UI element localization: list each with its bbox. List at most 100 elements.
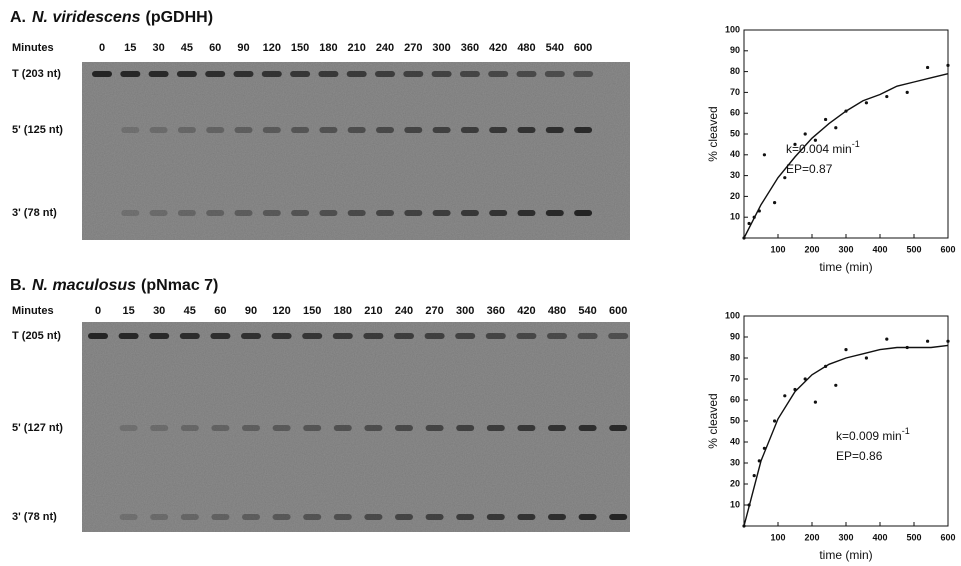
gel-band: [517, 210, 536, 216]
gel-band: [88, 333, 108, 339]
gel-band: [333, 514, 352, 520]
lane-label: 90: [245, 305, 257, 317]
x-tick-label: 300: [838, 244, 853, 254]
y-tick-label: 10: [730, 499, 740, 509]
data-point: [773, 201, 777, 205]
y-tick-label: 90: [730, 331, 740, 341]
species: N. viridescens: [32, 9, 141, 26]
gel-band: [291, 210, 310, 216]
lane-label: 120: [263, 42, 281, 54]
x-tick-label: 500: [906, 532, 921, 542]
gel-band: [211, 514, 230, 520]
plasmid: (pGDHH): [146, 9, 214, 26]
gel-band: [486, 425, 505, 431]
gel-band: [456, 425, 475, 431]
gel-band: [241, 333, 261, 339]
lane-label: 300: [456, 305, 474, 317]
gel-band: [516, 71, 537, 77]
gel-band: [431, 71, 452, 77]
lane-label: 150: [291, 42, 309, 54]
lane-label: 600: [574, 42, 592, 54]
lane-label: 210: [348, 42, 366, 54]
gel-band: [517, 127, 536, 133]
gel-band: [180, 425, 199, 431]
band-label: 5' (127 nt): [12, 422, 63, 434]
y-tick-label: 20: [730, 478, 740, 488]
y-tick-label: 40: [730, 149, 740, 159]
lane-label: 30: [153, 305, 165, 317]
gel-band: [548, 514, 566, 520]
lane-label: 150: [303, 305, 321, 317]
lane-label: 240: [395, 305, 413, 317]
gel-band: [121, 210, 140, 216]
gel-band: [211, 425, 230, 431]
x-tick-label: 100: [770, 532, 785, 542]
x-tick-label: 600: [940, 244, 955, 254]
annotation: k=0.009 min-1: [836, 426, 910, 443]
lane-label: 0: [95, 305, 101, 317]
gel-band: [206, 127, 225, 133]
lane-label: 300: [432, 42, 450, 54]
y-tick-label: 60: [730, 108, 740, 118]
panel-title: B. N. maculosus (pNmac 7): [10, 277, 218, 294]
data-point: [946, 63, 950, 67]
gel-band: [516, 333, 537, 339]
lane-label: 15: [124, 42, 136, 54]
gel-band: [376, 210, 394, 216]
gel-band: [456, 514, 475, 520]
gel-band: [177, 210, 196, 216]
x-tick-label: 100: [770, 244, 785, 254]
y-tick-label: 30: [730, 170, 740, 180]
panel-title: A. N. viridescens (pGDHH): [10, 9, 213, 26]
band-label: 5' (125 nt): [12, 124, 63, 136]
lane-label: 480: [548, 305, 566, 317]
data-point: [926, 65, 930, 70]
annotation-text: k=0.004 min: [786, 142, 852, 156]
y-tick-label: 70: [730, 373, 740, 383]
gel-band: [272, 425, 291, 431]
gel-band: [517, 514, 536, 520]
y-tick-label: 100: [725, 310, 740, 320]
gel-band: [574, 127, 593, 133]
y-tick-label: 80: [730, 66, 740, 76]
data-point: [885, 94, 889, 99]
gel-band: [262, 210, 281, 216]
fit-curve: [743, 344, 949, 527]
gel-band: [460, 127, 479, 133]
gel-band: [149, 127, 168, 133]
gel-band: [120, 71, 141, 77]
annotation-text: k=0.009 min: [836, 429, 902, 443]
annotation-text: EP=0.86: [836, 449, 883, 463]
lane-label: 30: [152, 42, 164, 54]
gel-band: [545, 210, 564, 216]
gel-band: [404, 127, 423, 133]
gel-band: [347, 210, 366, 216]
y-tick-label: 50: [730, 128, 740, 138]
gel-band: [149, 333, 170, 339]
gel-band: [150, 425, 169, 431]
data-point: [864, 101, 869, 105]
gel-band: [432, 210, 451, 216]
gel-band: [150, 514, 169, 520]
gel-band: [609, 514, 628, 520]
lane-label: 360: [461, 42, 479, 54]
gel-band: [545, 127, 564, 133]
lane-label: 540: [578, 305, 596, 317]
data-point: [824, 117, 828, 122]
gel-band: [425, 514, 444, 520]
lane-label: 120: [272, 305, 290, 317]
gel-band: [92, 71, 112, 77]
data-point: [752, 474, 756, 478]
x-tick-label: 200: [804, 532, 819, 542]
band-label: T (203 nt): [12, 68, 61, 80]
lane-label: 420: [489, 42, 507, 54]
gel-band: [291, 127, 310, 133]
gel-band: [242, 514, 260, 520]
gel-band: [332, 333, 353, 339]
band-label: 3' (78 nt): [12, 207, 57, 219]
lane-label: 270: [404, 42, 422, 54]
annotation: EP=0.87: [786, 162, 833, 176]
gel-band: [333, 425, 352, 431]
gel-band: [547, 333, 567, 339]
gel-band: [573, 71, 594, 77]
